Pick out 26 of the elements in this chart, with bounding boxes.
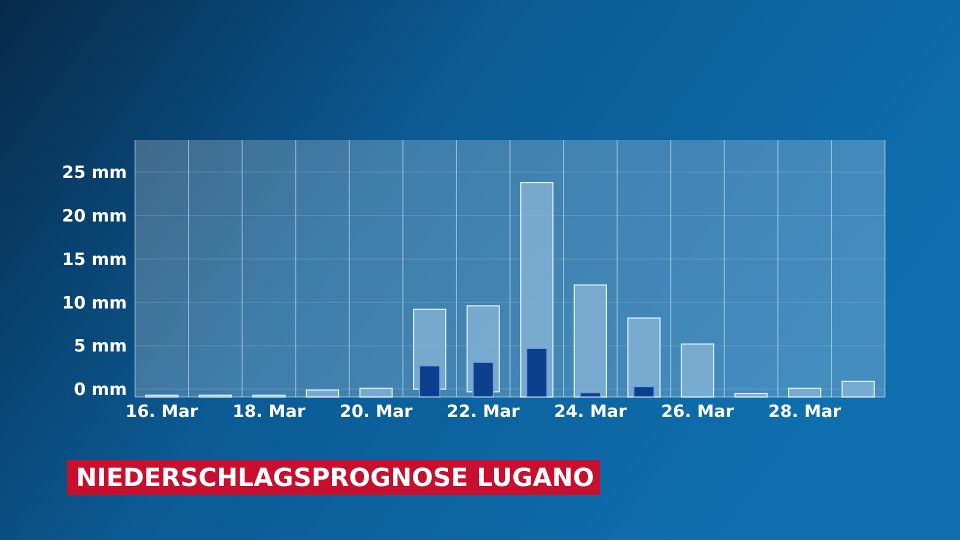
bar [472,362,494,398]
x-tick-label: 20. Mar [340,402,414,422]
bar [633,386,655,398]
bar [359,388,393,398]
bar [734,392,768,398]
y-tick-label: 15 mm [62,250,127,270]
bar [526,348,548,398]
bar [306,389,340,398]
y-tick-label: 10 mm [62,293,127,314]
y-tick-label: 20 mm [62,206,127,226]
x-tick-label: 24. Mar [554,402,628,422]
x-tick-label: 26. Mar [661,402,735,422]
x-tick-label: 16. Mar [125,402,199,422]
y-tick-label: 5 mm [74,336,127,357]
bar [788,388,822,398]
bar [574,284,608,398]
y-tick-label: 0 mm [74,380,127,400]
x-tick-label: 18. Mar [232,402,306,422]
y-tick-label: 25 mm [62,163,127,184]
bar [842,380,875,398]
x-tick-label: 22. Mar [446,402,520,422]
x-tick-label: 28. Mar [768,402,842,422]
bar [418,365,440,398]
text: NIEDERSCHLAGSPROGNOSE LUGANO [76,463,594,492]
bar [680,343,714,398]
bar [580,392,602,398]
